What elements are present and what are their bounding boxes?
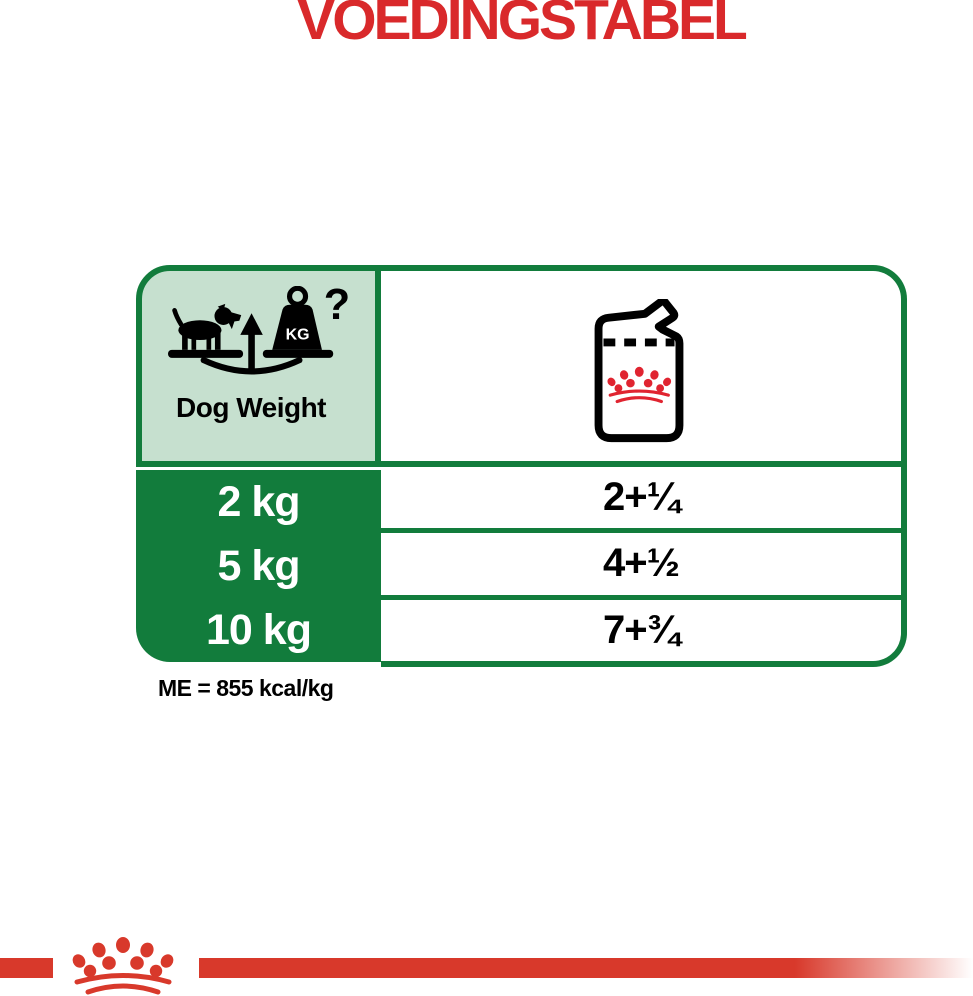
footer-bar-left-segment <box>0 958 53 978</box>
weight-column: 2 kg 5 kg 10 kg <box>136 470 381 662</box>
scale-right-platform <box>262 349 334 358</box>
brand-crown-icon <box>71 936 175 996</box>
up-arrow-icon <box>240 313 263 373</box>
weight-row: 2 kg <box>217 477 300 526</box>
pouches-row: 2+¼ <box>603 475 680 520</box>
kg-weight-icon: KG <box>272 286 322 350</box>
pouches-column: 2+¼ 4+½ 7+¾ <box>381 467 907 667</box>
table-header-dog-weight-cell <box>136 265 381 467</box>
footer-bar-right-segment <box>199 958 973 978</box>
question-mark-icon: ? <box>324 286 350 329</box>
dog-weight-label: Dog Weight <box>175 392 327 423</box>
weight-row: 10 kg <box>206 605 312 654</box>
food-pouch-icon <box>594 299 684 443</box>
pouches-row: 4+½ <box>381 528 901 594</box>
weight-row: 5 kg <box>217 541 300 590</box>
pouches-row: 7+¾ <box>381 594 901 661</box>
dog-weight-scale-icon: KG ? <box>168 286 350 375</box>
metabolizable-energy-note: ME = 855 kcal/kg <box>158 675 334 701</box>
page-title: VOEDINGSTABEL <box>297 0 748 52</box>
kg-label: KG <box>286 327 310 344</box>
dog-icon <box>172 303 242 350</box>
scale-left-platform <box>168 349 244 358</box>
